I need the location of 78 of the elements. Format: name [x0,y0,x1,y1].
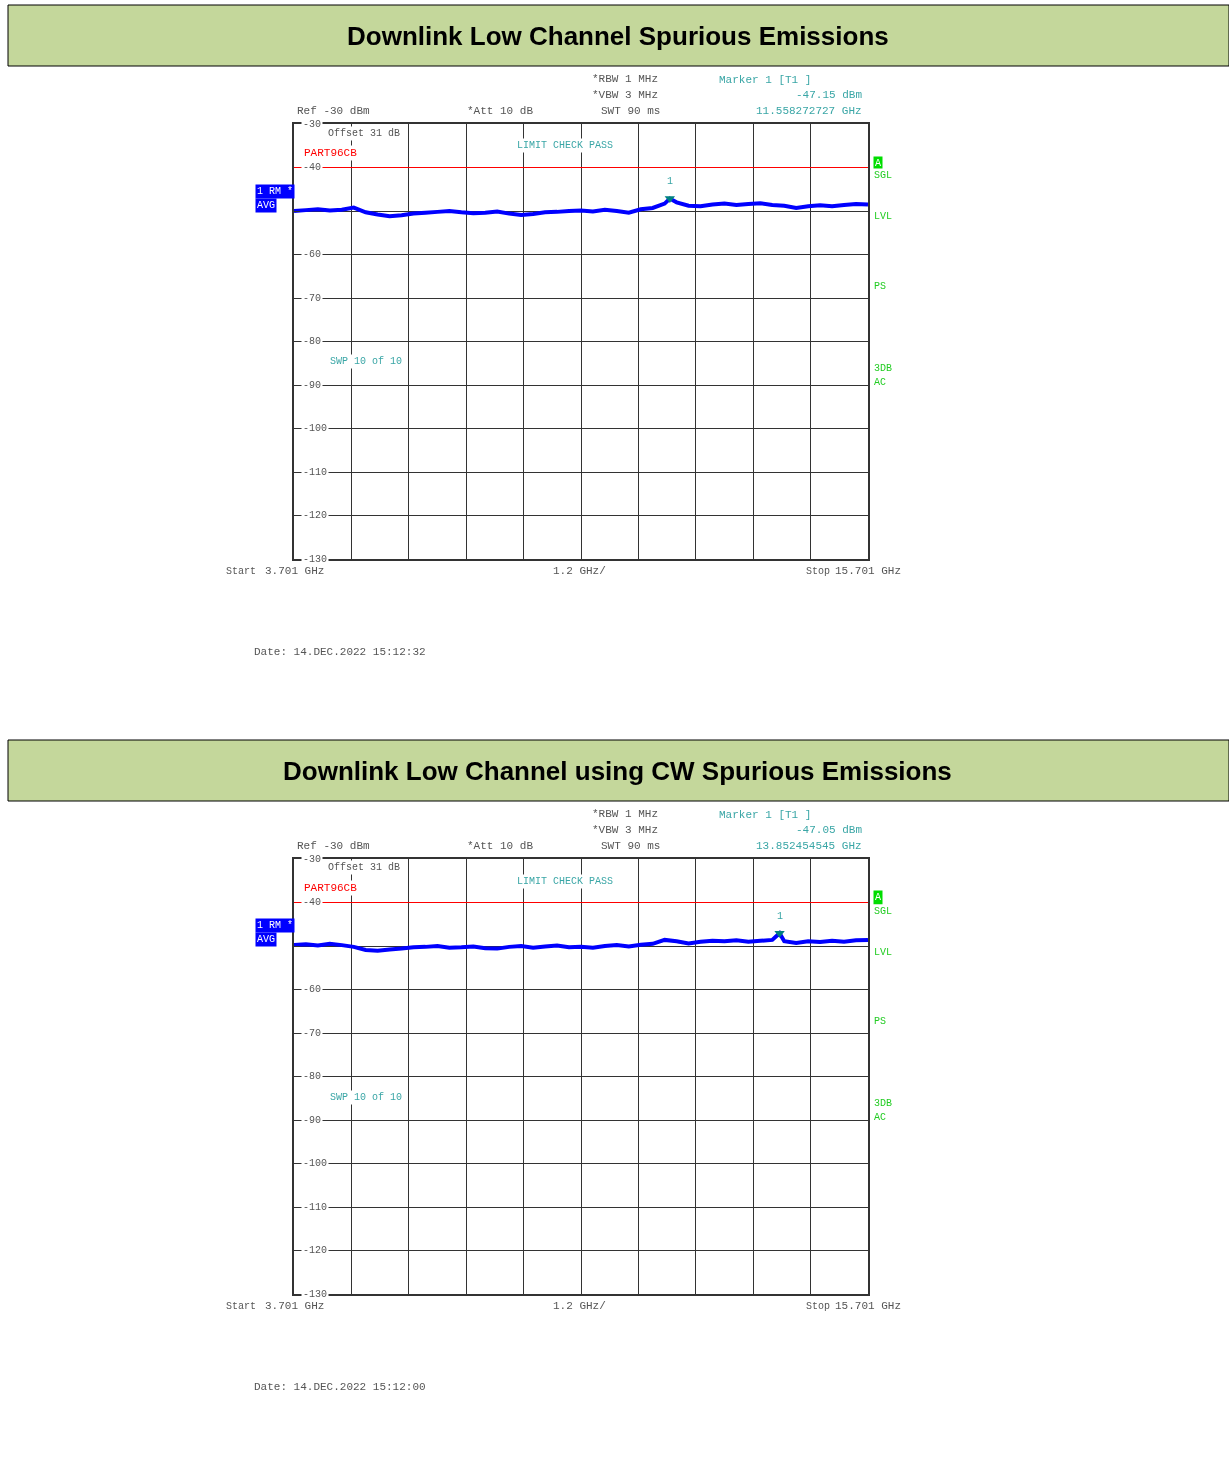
text: Marker 1 [T1 ] [719,809,812,821]
text: PS [874,1016,887,1027]
y-tick-label: -120 [303,1245,328,1256]
y-tick-label: -130 [303,1289,328,1300]
y-tick-label: -40 [303,897,322,908]
text: LVL [874,211,893,222]
y-tick-label: -110 [303,1202,328,1213]
ref-line-label: PART96CB [304,882,358,894]
text: *RBW 1 MHz [592,808,659,820]
text: -47.15 dBm [796,89,863,101]
annotation: 1 [777,911,784,922]
y-tick-label: -30 [303,854,322,865]
ref-line-label: PART96CB [304,147,358,159]
text: 11.558272727 GHz [756,105,862,117]
text: Date: 14.DEC.2022 15:12:32 [254,646,426,658]
text: PS [874,281,887,292]
text: Stop [806,566,831,577]
text: *RBW 1 MHz [592,73,659,85]
text: Start [226,1301,257,1312]
text: AC [874,1112,887,1123]
annotation: LIMIT CHECK PASS [517,140,614,151]
annotation: 1 RM * [257,186,294,197]
y-tick-label: -100 [303,423,328,434]
y-tick-label: -60 [303,249,322,260]
text: Stop [806,1301,831,1312]
text: Date: 14.DEC.2022 15:12:00 [254,1381,426,1393]
text: A [875,158,882,169]
chart-title: Downlink Low Channel using CW Spurious Emissions [283,756,952,786]
text: *Att 10 dB [467,105,534,117]
x-axis-title: 1.2 GHz/ [553,565,606,577]
text: 3DB [874,363,893,374]
annotation: 1 RM * [257,920,294,931]
line-series [294,931,868,953]
text: AVG [257,934,276,945]
y-tick-label: -110 [303,467,328,478]
annotation: SWP 10 of 10 [330,1092,403,1103]
chart-title: Downlink Low Channel Spurious Emissions [347,21,889,51]
x-tick-label: 15.701 GHz [835,565,902,577]
y-tick-label: -70 [303,1028,322,1039]
line-series [294,196,868,219]
text: Start [226,566,257,577]
annotation: Offset 31 dB [328,128,401,139]
text: 13.852454545 GHz [756,840,862,852]
annotation: LIMIT CHECK PASS [517,876,614,887]
y-tick-label: -100 [303,1158,328,1169]
text: AVG [257,200,276,211]
annotation: Offset 31 dB [328,862,401,873]
text: SWT 90 ms [601,105,661,117]
x-tick-label: 15.701 GHz [835,1300,902,1312]
x-tick-label: 3.701 GHz [265,1300,325,1312]
y-tick-label: -80 [303,1071,322,1082]
y-tick-label: -40 [303,162,322,173]
text: LVL [874,947,893,958]
text: Ref -30 dBm [297,105,371,117]
text: Marker 1 [T1 ] [719,74,812,86]
text: *VBW 3 MHz [592,824,659,836]
y-tick-label: -30 [303,119,322,130]
y-tick-label: -120 [303,510,328,521]
y-tick-label: -80 [303,336,322,347]
annotation: 1 [667,176,674,187]
x-tick-label: 3.701 GHz [265,565,325,577]
text: SWT 90 ms [601,840,661,852]
text: SGL [874,906,893,917]
text: -47.05 dBm [796,824,863,836]
text: A [875,892,882,903]
text: AC [874,377,887,388]
annotation: SWP 10 of 10 [330,356,403,367]
text: 3DB [874,1098,893,1109]
y-tick-label: -70 [303,293,322,304]
text: *VBW 3 MHz [592,89,659,101]
y-tick-label: -90 [303,1115,322,1126]
text: SGL [874,170,893,181]
y-tick-label: -60 [303,984,322,995]
y-tick-label: -90 [303,380,322,391]
text: *Att 10 dB [467,840,534,852]
x-axis-title: 1.2 GHz/ [553,1300,606,1312]
y-tick-label: -130 [303,554,328,565]
text: Ref -30 dBm [297,840,371,852]
